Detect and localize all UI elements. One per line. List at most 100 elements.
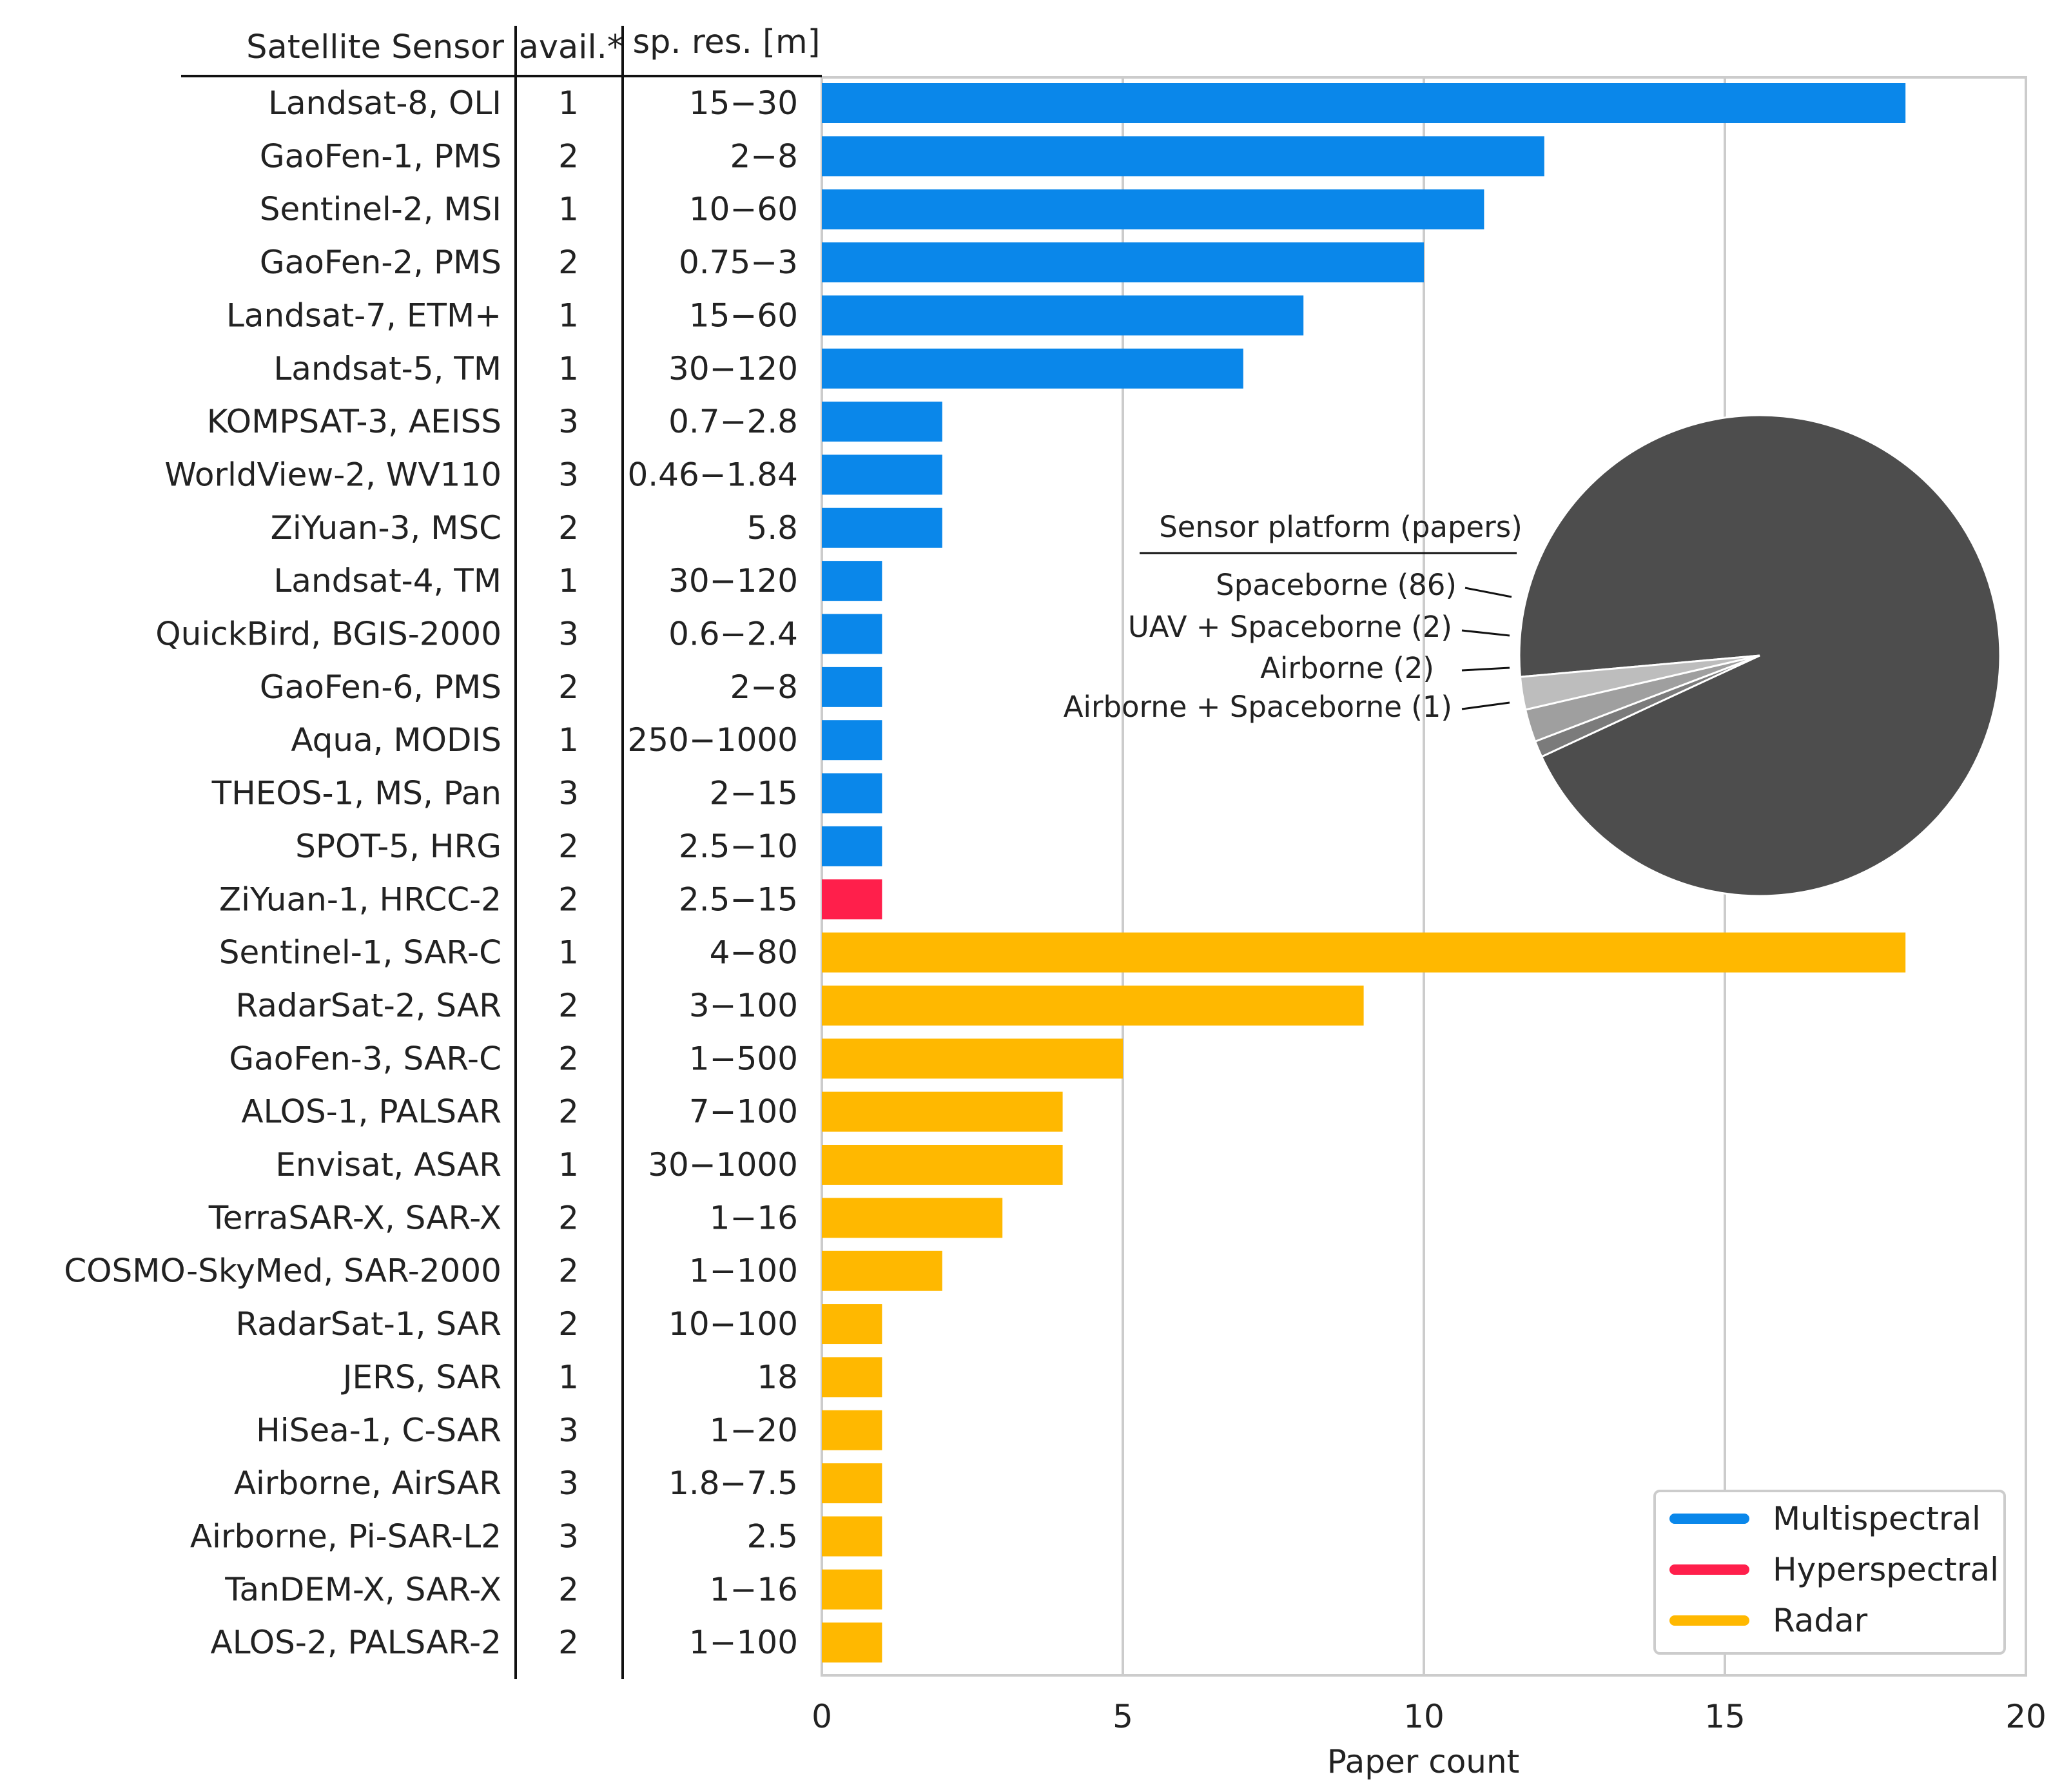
sensor-name: Envisat, ASAR [275,1146,501,1183]
sensor-name: TerraSAR-X, SAR-X [208,1199,501,1236]
bar [822,561,882,601]
sensor-name: JERS, SAR [341,1358,501,1396]
x-tick-label: 15 [1704,1698,1746,1735]
resolution-value: 1−100 [689,1252,798,1290]
bar [822,1038,1123,1079]
resolution-value: 18 [757,1358,798,1396]
x-axis-label: Paper count [1327,1743,1520,1780]
resolution-value: 2.5−10 [679,828,798,865]
availability-value: 2 [558,509,579,547]
bar [822,295,1304,336]
sensor-table: Satellite Sensor avail.* sp. res. [m] [246,23,820,66]
bar [822,720,882,761]
pie-leader-line [1461,701,1510,710]
table-rows: Landsat-8, OLI 1 15−30 GaoFen-1, PMS 2 2−8 Sen… [64,84,798,1661]
pie-slice-label: Airborne + Spaceborne (1) [1064,690,1452,724]
resolution-value: 15−30 [689,84,798,122]
sensor-name: ZiYuan-1, HRCC-2 [219,881,501,918]
bar [822,348,1243,389]
pie-slice [1519,654,1760,711]
availability-value: 1 [558,84,579,122]
bar [822,1410,882,1450]
bar [822,879,882,920]
pie-leader-line [1464,587,1512,598]
resolution-value: 15−60 [689,297,798,334]
sensor-name: RadarSat-2, SAR [236,987,501,1024]
pie-slice-label: Spaceborne (86) [1216,568,1457,602]
x-tick-label: 5 [1113,1698,1133,1735]
bar [822,402,942,442]
bar [822,1145,1063,1185]
resolution-value: 1−20 [710,1412,798,1449]
resolution-value: 3−100 [689,987,798,1024]
bar [822,1357,882,1398]
availability-value: 3 [558,456,579,493]
sensor-name: Landsat-7, ETM+ [226,297,501,334]
resolution-value: 1−16 [710,1571,798,1608]
sensor-name: GaoFen-2, PMS [260,244,501,281]
legend-label: Multispectral [1773,1500,1981,1537]
resolution-value: 2−15 [710,775,798,812]
pie-leader-line [1461,667,1510,672]
availability-value: 3 [558,403,579,440]
resolution-value: 30−120 [668,350,798,387]
header-availability: avail.* [519,28,624,66]
pie-leader-line [1461,629,1510,637]
resolution-value: 0.7−2.8 [668,403,798,440]
bar [822,1091,1063,1132]
resolution-value: 1−500 [689,1040,798,1077]
bar [822,826,882,866]
sensor-name: RadarSat-1, SAR [236,1305,501,1343]
resolution-value: 2−8 [730,137,798,175]
sensor-name: Airborne, AirSAR [234,1465,501,1502]
availability-value: 3 [558,616,579,653]
bar [822,1463,882,1504]
availability-value: 1 [558,721,579,759]
plot-frame [821,76,2027,1677]
availability-value: 3 [558,775,579,812]
header-spatial-resolution: sp. res. [m] [632,23,820,61]
resolution-value: 10−100 [668,1305,798,1343]
availability-value: 2 [558,1624,579,1661]
availability-value: 2 [558,668,579,706]
x-tick-label: 0 [812,1698,832,1735]
resolution-value: 1−16 [710,1199,798,1236]
availability-value: 1 [558,297,579,334]
sensor-name: KOMPSAT-3, AEISS [207,403,501,440]
legend-box [1653,1490,2006,1655]
bar [822,507,942,548]
resolution-value: 2−8 [730,668,798,706]
resolution-value: 5.8 [746,509,798,547]
sensor-name: HiSea-1, C-SAR [256,1412,501,1449]
resolution-value: 1−100 [689,1624,798,1661]
resolution-value: 4−80 [710,934,798,971]
availability-value: 3 [558,1412,579,1449]
sensor-name: Airborne, Pi-SAR-L2 [190,1517,501,1555]
resolution-value: 0.75−3 [679,244,798,281]
sensor-name: TanDEM-X, SAR-X [224,1571,501,1608]
resolution-value: 10−60 [689,191,798,228]
sensor-name: Landsat-4, TM [273,562,501,599]
availability-value: 2 [558,1252,579,1290]
bar [822,1198,1003,1238]
sensor-name: THEOS-1, MS, Pan [211,775,501,812]
bar [822,1304,882,1345]
pie-slice-label: Airborne (2) [1260,651,1434,685]
bar [822,242,1424,283]
bar [822,189,1484,229]
availability-value: 1 [558,934,579,971]
x-axis: 0 5 10 15 20 [812,1698,2047,1735]
bar [822,83,1906,123]
resolution-value: 7−100 [689,1093,798,1131]
header-satellite-sensor: Satellite Sensor [246,28,504,66]
bar [822,136,1544,177]
bar [822,1516,882,1557]
bar [822,932,1906,973]
resolution-value: 0.46−1.84 [627,456,798,493]
sensor-name: ZiYuan-3, MSC [271,509,501,547]
availability-value: 1 [558,1358,579,1396]
sensor-name: Landsat-5, TM [273,350,501,387]
sensor-name: ALOS-2, PALSAR-2 [211,1624,501,1661]
resolution-value: 2.5 [746,1517,798,1555]
